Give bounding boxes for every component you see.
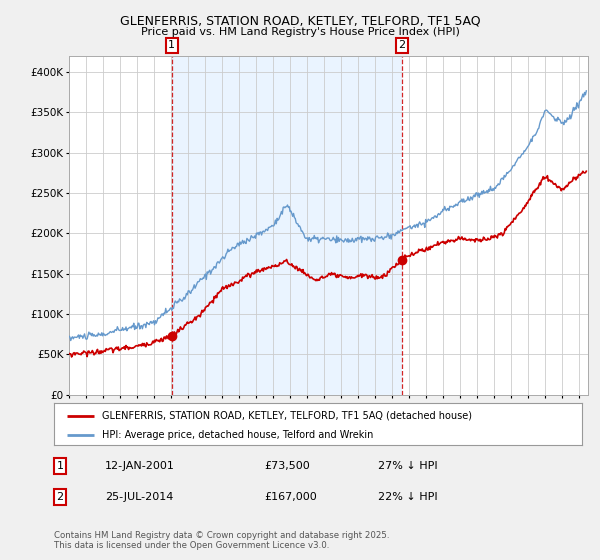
Text: 25-JUL-2014: 25-JUL-2014: [105, 492, 173, 502]
Text: GLENFERRIS, STATION ROAD, KETLEY, TELFORD, TF1 5AQ (detached house): GLENFERRIS, STATION ROAD, KETLEY, TELFOR…: [101, 411, 472, 421]
Text: HPI: Average price, detached house, Telford and Wrekin: HPI: Average price, detached house, Telf…: [101, 430, 373, 440]
Text: 2: 2: [56, 492, 64, 502]
Text: £167,000: £167,000: [264, 492, 317, 502]
Bar: [172, 56, 402, 395]
Text: 1: 1: [56, 461, 64, 471]
Text: £73,500: £73,500: [264, 461, 310, 471]
Text: GLENFERRIS, STATION ROAD, KETLEY, TELFORD, TF1 5AQ: GLENFERRIS, STATION ROAD, KETLEY, TELFOR…: [119, 14, 481, 27]
Text: 12-JAN-2001: 12-JAN-2001: [105, 461, 175, 471]
Text: 2: 2: [398, 40, 406, 50]
Text: Contains HM Land Registry data © Crown copyright and database right 2025.
This d: Contains HM Land Registry data © Crown c…: [54, 530, 389, 550]
Text: 27% ↓ HPI: 27% ↓ HPI: [378, 461, 437, 471]
Text: Price paid vs. HM Land Registry's House Price Index (HPI): Price paid vs. HM Land Registry's House …: [140, 27, 460, 37]
Text: 1: 1: [168, 40, 175, 50]
Text: 22% ↓ HPI: 22% ↓ HPI: [378, 492, 437, 502]
